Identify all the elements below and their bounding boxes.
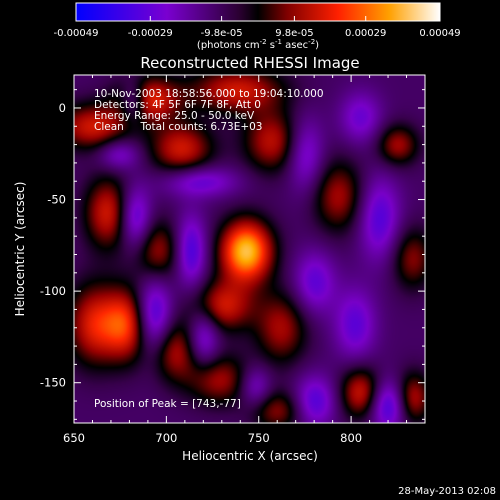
y-tick-label: -150 <box>40 376 66 390</box>
heatmap-image <box>74 75 425 423</box>
colorbar-tick-label: -0.00049 <box>54 28 99 39</box>
chart-title: Reconstructed RHESSI Image <box>140 54 359 72</box>
x-tick-label: 650 <box>63 431 85 445</box>
y-axis-label: Heliocentric Y (arcsec) <box>13 182 27 317</box>
colorbar-tick-label: 0.00029 <box>345 28 386 39</box>
y-tick-label: 0 <box>59 101 66 115</box>
peak-position-label: Position of Peak = [743,-77] <box>94 398 241 410</box>
annotation-counts: Clean Total counts: 6.73E+03 <box>94 121 263 133</box>
observation-info: 10-Nov-2003 18:58:56.000 to 19:04:10.000… <box>94 88 324 133</box>
annotation-time: 10-Nov-2003 18:58:56.000 to 19:04:10.000 <box>94 88 324 100</box>
colorbar-tick-label: -0.00029 <box>128 28 173 39</box>
colorbar <box>75 2 441 22</box>
y-tick-label: -100 <box>40 284 66 298</box>
plot-frame <box>73 74 426 424</box>
x-axis: 650 700 750 800 <box>63 75 426 445</box>
y-tick-label: -50 <box>47 193 66 207</box>
x-axis-label: Heliocentric X (arcsec) <box>182 449 318 463</box>
colorbar-tick-label: -9.8e-05 <box>201 28 243 39</box>
colorbar-tick-label: 0.00049 <box>419 28 460 39</box>
colorbar-tick-label: 9.8e-05 <box>275 28 313 39</box>
x-tick-label: 750 <box>248 431 270 445</box>
colorbar-ticks: -0.00049 -0.00029 -9.8e-05 9.8e-05 0.00029 0.… <box>54 16 461 39</box>
annotation-energy: Energy Range: 25.0 - 50.0 keV <box>94 110 255 122</box>
footer-timestamp: 28-May-2013 02:08 <box>398 486 496 497</box>
y-axis: 0 -50 -100 -150 <box>40 89 425 420</box>
x-tick-label: 700 <box>155 431 177 445</box>
annotation-detectors: Detectors: 4F 5F 6F 7F 8F, Att 0 <box>94 99 261 111</box>
x-tick-label: 800 <box>340 431 362 445</box>
colorbar-units: (photons cm-2 s-1 asec-2) <box>197 38 319 51</box>
